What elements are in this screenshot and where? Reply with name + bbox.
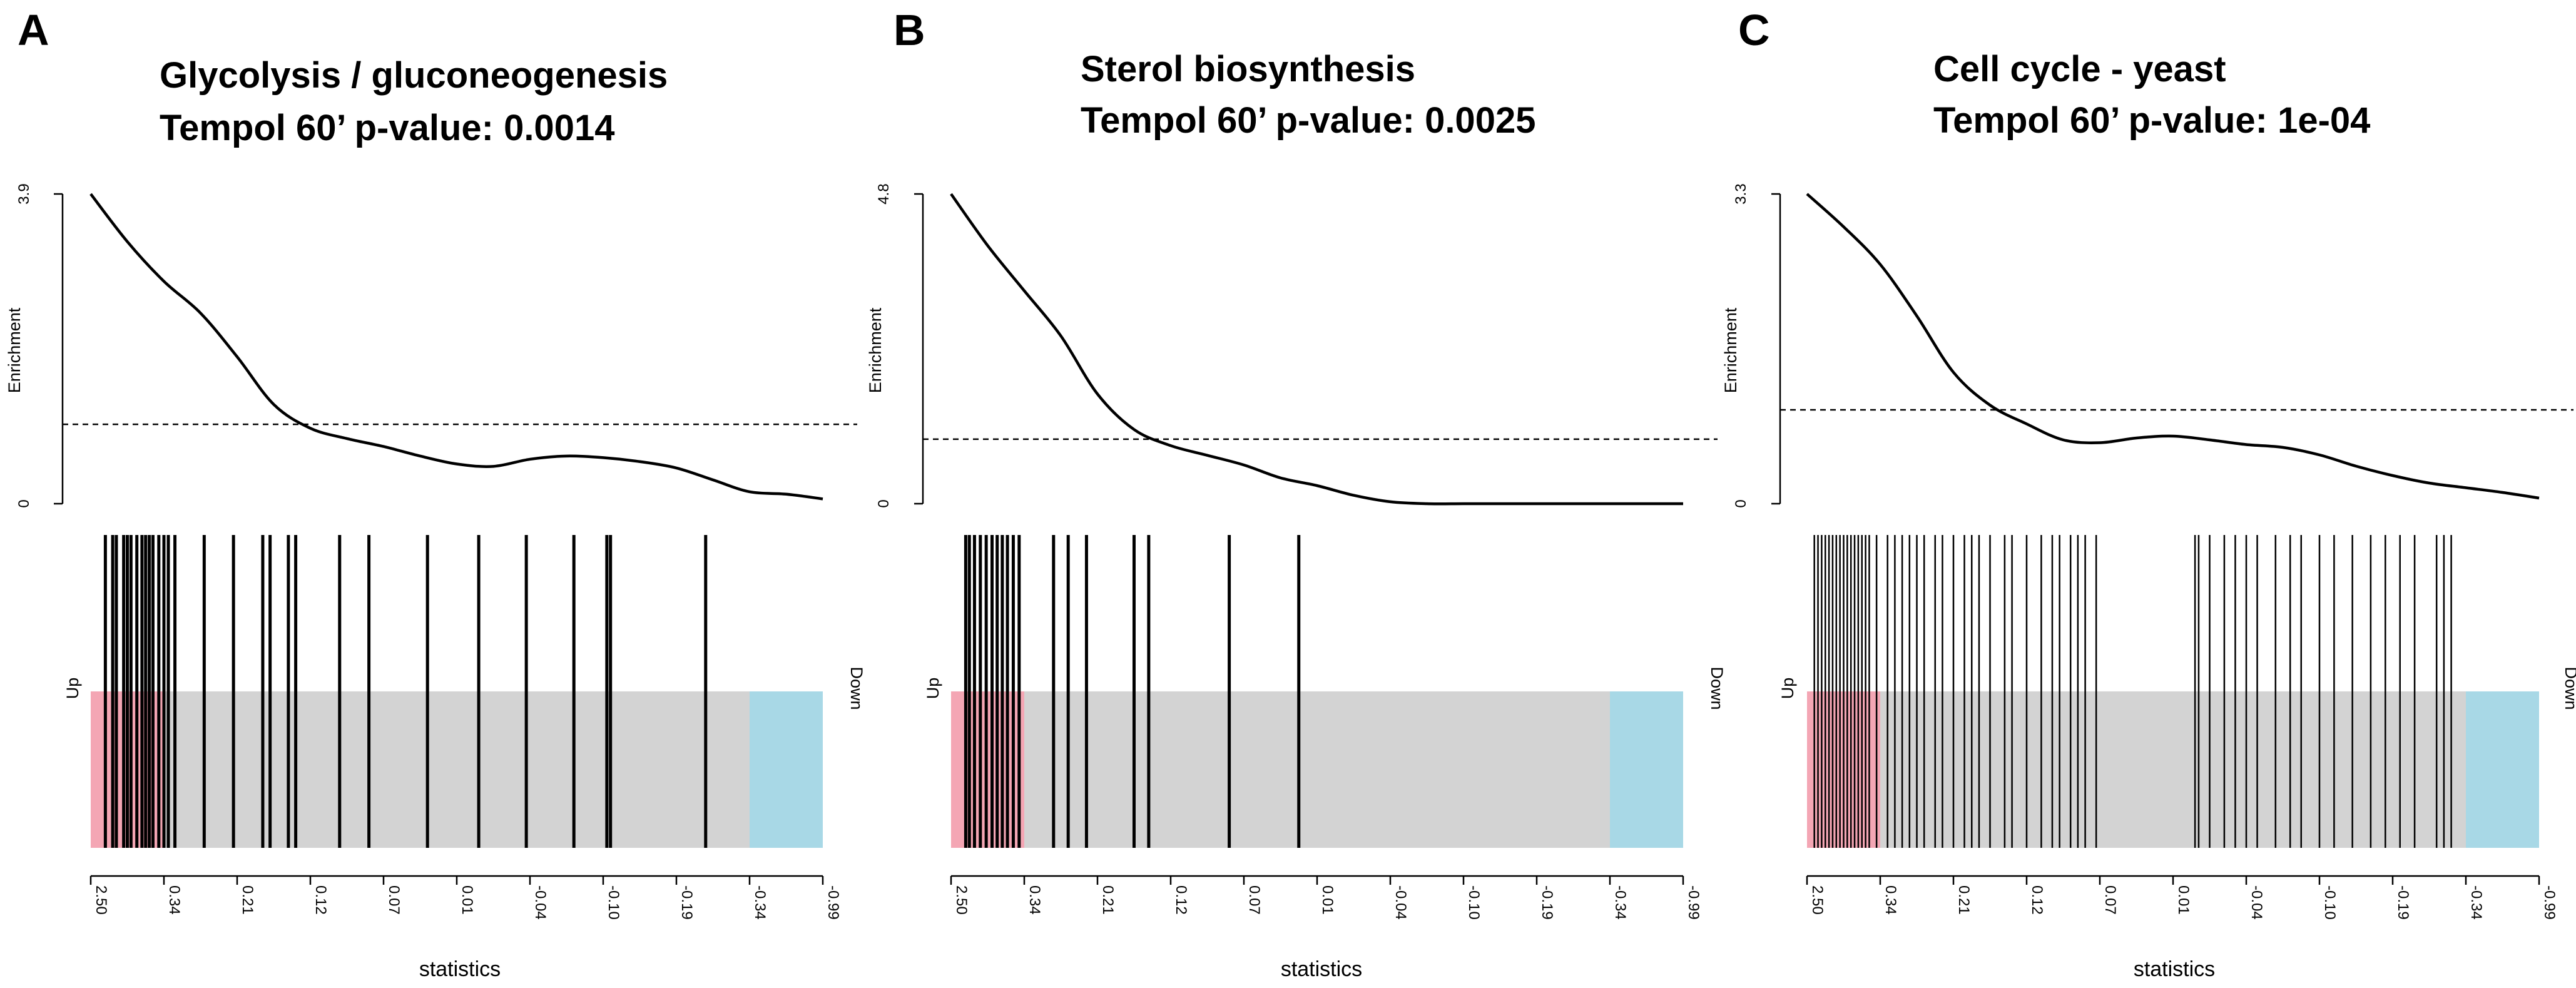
y-axis-label-b: Enrichment bbox=[866, 307, 885, 393]
y-axis-label-c: Enrichment bbox=[1721, 307, 1740, 393]
y-axis-label-a: Enrichment bbox=[5, 307, 24, 393]
x-tick-label-a-10: -0.99 bbox=[825, 885, 842, 920]
x-tick-label-c-10: -0.99 bbox=[2541, 885, 2558, 920]
x-tick-label-b-2: 0.21 bbox=[1099, 885, 1116, 915]
x-tick-label-a-7: -0.10 bbox=[605, 885, 622, 920]
chart-subtitle-a: Tempol 60’ p-value: 0.0014 bbox=[160, 108, 614, 148]
mid-band-a bbox=[164, 691, 750, 848]
chart-title-a: Glycolysis / gluconeogenesis bbox=[160, 55, 668, 96]
down-band-c bbox=[2466, 691, 2539, 848]
x-tick-label-c-1: 0.34 bbox=[1882, 885, 1899, 915]
x-axis-label-b: statistics bbox=[1281, 957, 1362, 981]
enrichment-curve-a bbox=[89, 193, 823, 501]
y-tick-min-c: 0 bbox=[1733, 499, 1749, 507]
down-label-a: Down bbox=[847, 666, 866, 710]
enrichment-curve-b bbox=[950, 193, 1683, 506]
y-tick-max-c: 3.3 bbox=[1733, 183, 1749, 204]
y-tick-min-b: 0 bbox=[875, 499, 892, 507]
x-tick-label-b-10: -0.99 bbox=[1685, 885, 1702, 920]
y-tick-max-a: 3.9 bbox=[16, 183, 33, 204]
panel-letter-b: B bbox=[893, 6, 925, 54]
enrichment-curve-c bbox=[1806, 193, 2540, 500]
x-tick-label-a-0: 2.50 bbox=[93, 885, 109, 915]
x-tick-label-b-1: 0.34 bbox=[1026, 885, 1043, 915]
x-tick-label-b-5: 0.01 bbox=[1319, 885, 1336, 915]
mid-band-b bbox=[1024, 691, 1610, 848]
down-label-c: Down bbox=[2562, 666, 2576, 710]
x-tick-label-a-2: 0.21 bbox=[239, 885, 256, 915]
chart-subtitle-b: Tempol 60’ p-value: 0.0025 bbox=[1081, 100, 1535, 141]
x-tick-label-a-5: 0.01 bbox=[459, 885, 476, 915]
y-tick-min-a: 0 bbox=[16, 499, 33, 507]
x-tick-label-b-6: -0.04 bbox=[1392, 885, 1409, 920]
panel-letter-a: A bbox=[18, 6, 49, 54]
y-axis-c bbox=[1771, 193, 1781, 505]
x-tick-label-c-4: 0.07 bbox=[2102, 885, 2119, 915]
panel-b: B Sterol biosynthesis Tempol 60’ p-value… bbox=[866, 6, 1726, 981]
panel-a: A Glycolysis / gluconeogenesis Tempol 60… bbox=[5, 6, 866, 981]
panel-letter-c: C bbox=[1738, 6, 1770, 54]
x-tick-label-b-9: -0.34 bbox=[1612, 885, 1629, 920]
y-tick-max-b: 4.8 bbox=[875, 183, 892, 204]
x-tick-label-b-7: -0.10 bbox=[1465, 885, 1482, 920]
mid-band-c bbox=[1880, 691, 2466, 848]
x-tick-label-c-8: -0.19 bbox=[2395, 885, 2411, 920]
x-tick-label-a-4: 0.07 bbox=[385, 885, 402, 915]
x-tick-label-c-7: -0.10 bbox=[2321, 885, 2338, 920]
x-tick-label-c-5: 0.01 bbox=[2175, 885, 2192, 915]
up-label-b: Up bbox=[924, 678, 942, 700]
x-tick-label-b-0: 2.50 bbox=[953, 885, 970, 915]
down-band-a bbox=[750, 691, 823, 848]
x-tick-label-c-6: -0.04 bbox=[2248, 885, 2265, 920]
x-tick-label-c-3: 0.12 bbox=[2029, 885, 2045, 915]
x-tick-label-a-9: -0.34 bbox=[751, 885, 768, 920]
chart-subtitle-c: Tempol 60’ p-value: 1e-04 bbox=[1933, 100, 2370, 141]
y-axis-b bbox=[914, 193, 924, 505]
down-band-b bbox=[1610, 691, 1683, 848]
panel-c: C Cell cycle - yeast Tempol 60’ p-value:… bbox=[1721, 6, 2576, 981]
x-tick-label-b-3: 0.12 bbox=[1173, 885, 1189, 915]
chart-title-b: Sterol biosynthesis bbox=[1081, 49, 1415, 89]
x-tick-label-b-4: 0.07 bbox=[1246, 885, 1263, 915]
x-tick-label-a-1: 0.34 bbox=[166, 885, 183, 915]
y-axis-a bbox=[54, 193, 64, 505]
up-label-a: Up bbox=[63, 678, 82, 700]
chart-title-c: Cell cycle - yeast bbox=[1933, 49, 2226, 89]
down-label-b: Down bbox=[1708, 666, 1726, 710]
up-label-c: Up bbox=[1778, 678, 1797, 700]
x-tick-label-c-2: 0.21 bbox=[1955, 885, 1972, 915]
x-axis-label-c: statistics bbox=[2134, 957, 2215, 981]
x-tick-label-c-9: -0.34 bbox=[2468, 885, 2485, 920]
x-tick-label-b-8: -0.19 bbox=[1539, 885, 1555, 920]
x-tick-label-a-8: -0.19 bbox=[678, 885, 695, 920]
x-axis-label-a: statistics bbox=[419, 957, 501, 981]
x-tick-label-c-0: 2.50 bbox=[1809, 885, 1826, 915]
x-tick-label-a-3: 0.12 bbox=[312, 885, 329, 915]
x-tick-label-a-6: -0.04 bbox=[532, 885, 549, 920]
